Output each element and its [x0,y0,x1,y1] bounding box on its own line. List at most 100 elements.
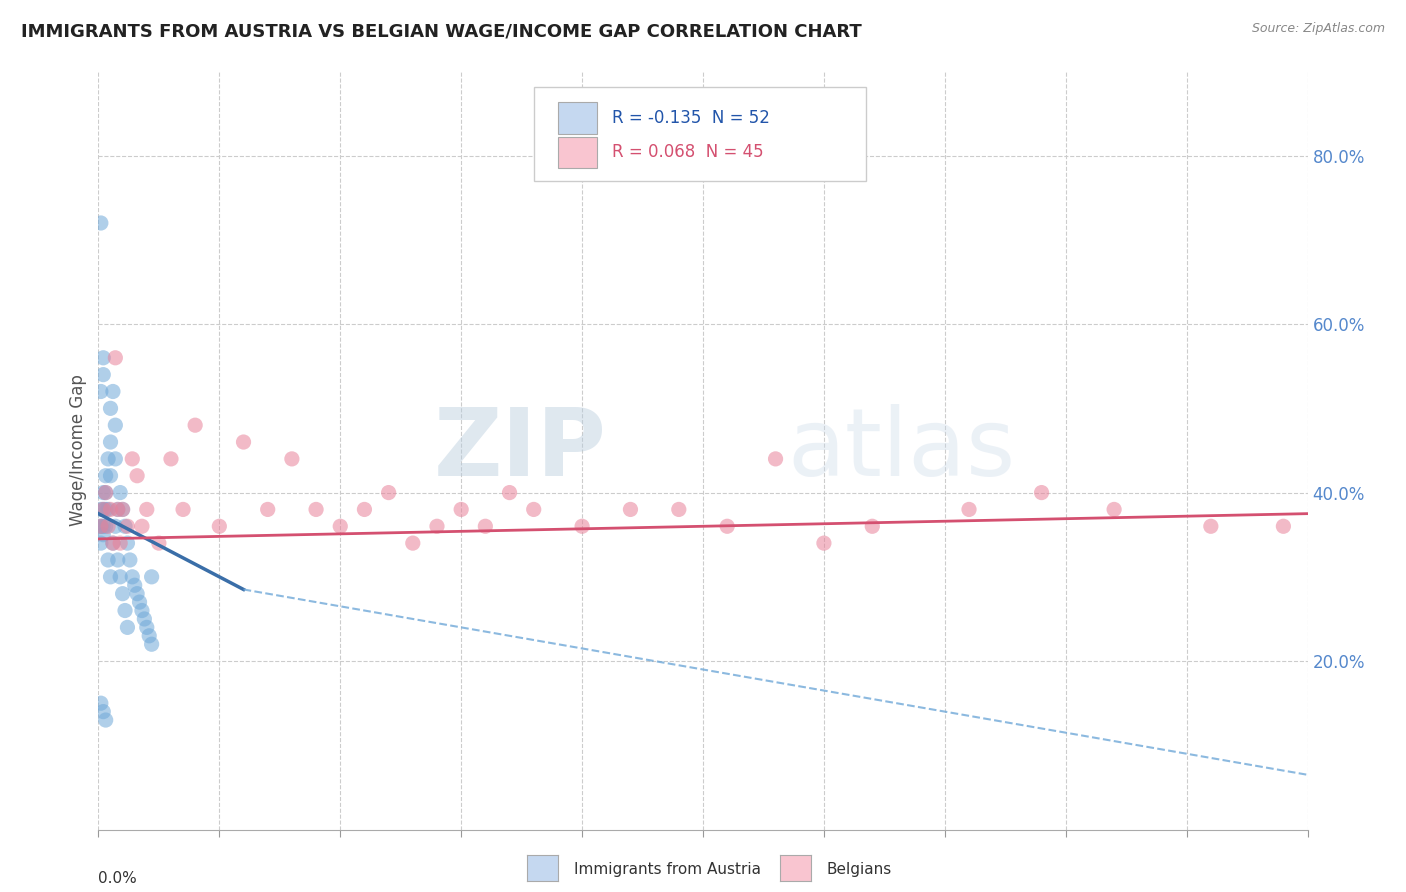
Point [619,502,641,516]
Point [90,519,112,533]
Point [90,384,112,399]
Point [90,519,112,533]
Point [474,519,496,533]
Point [118,553,141,567]
Point [94,485,117,500]
Point [208,519,231,533]
Point [121,451,143,466]
Point [124,578,146,592]
Point [1031,485,1053,500]
Y-axis label: Wage/Income Gap: Wage/Income Gap [69,375,87,526]
Point [97,519,120,533]
Point [184,418,207,433]
Text: Immigrants from Austria: Immigrants from Austria [574,863,761,877]
Point [108,485,131,500]
Point [121,570,143,584]
Text: R = -0.135  N = 52: R = -0.135 N = 52 [613,109,770,127]
Point [498,485,520,500]
Text: IMMIGRANTS FROM AUSTRIA VS BELGIAN WAGE/INCOME GAP CORRELATION CHART: IMMIGRANTS FROM AUSTRIA VS BELGIAN WAGE/… [21,22,862,40]
Point [256,502,278,516]
Point [1102,502,1125,516]
Point [668,502,690,516]
Point [111,587,134,601]
Point [90,519,112,533]
Point [100,401,122,416]
Point [957,502,980,516]
Point [127,468,149,483]
Point [135,502,157,516]
Point [111,502,134,516]
FancyBboxPatch shape [534,87,866,181]
Point [104,519,127,533]
Point [94,519,117,533]
FancyBboxPatch shape [558,103,596,135]
Point [101,536,124,550]
Point [571,519,593,533]
Point [860,519,883,533]
Point [765,451,787,466]
Point [402,536,425,550]
Point [127,587,149,601]
Point [90,536,112,550]
Point [91,527,114,541]
Point [117,536,139,550]
Point [91,705,114,719]
Point [353,502,375,516]
Point [172,502,194,516]
FancyBboxPatch shape [558,136,596,169]
Point [100,502,122,516]
Point [160,451,183,466]
Point [450,502,472,516]
Point [104,451,127,466]
Point [117,519,139,533]
Point [1272,519,1295,533]
Point [107,502,129,516]
Point [91,351,114,365]
Text: 0.0%: 0.0% [98,871,138,887]
Point [232,435,254,450]
Point [111,502,134,516]
Point [91,368,114,382]
Point [104,351,127,365]
Point [131,519,153,533]
Point [114,519,136,533]
Point [377,485,399,500]
Point [91,519,114,533]
Point [107,553,129,567]
Point [90,696,112,710]
Point [134,612,156,626]
Point [101,536,124,550]
Point [135,620,157,634]
Point [90,216,112,230]
Point [101,384,124,399]
Point [94,502,117,516]
Point [94,713,117,727]
Point [141,570,163,584]
Point [148,536,170,550]
Point [305,502,328,516]
Point [94,468,117,483]
Point [91,502,114,516]
Point [91,502,114,516]
Text: Belgians: Belgians [827,863,891,877]
Point [90,502,112,516]
Point [117,620,139,634]
Point [97,451,120,466]
Text: R = 0.068  N = 45: R = 0.068 N = 45 [613,143,763,161]
Point [128,595,150,609]
Point [100,570,122,584]
Point [94,485,117,500]
Point [281,451,304,466]
Point [104,418,127,433]
Point [141,637,163,651]
Point [131,603,153,617]
Point [100,435,122,450]
Point [329,519,352,533]
Point [108,536,131,550]
Point [716,519,738,533]
Point [108,570,131,584]
Text: ZIP: ZIP [433,404,606,497]
Point [138,629,160,643]
Point [114,603,136,617]
Text: Source: ZipAtlas.com: Source: ZipAtlas.com [1251,22,1385,36]
